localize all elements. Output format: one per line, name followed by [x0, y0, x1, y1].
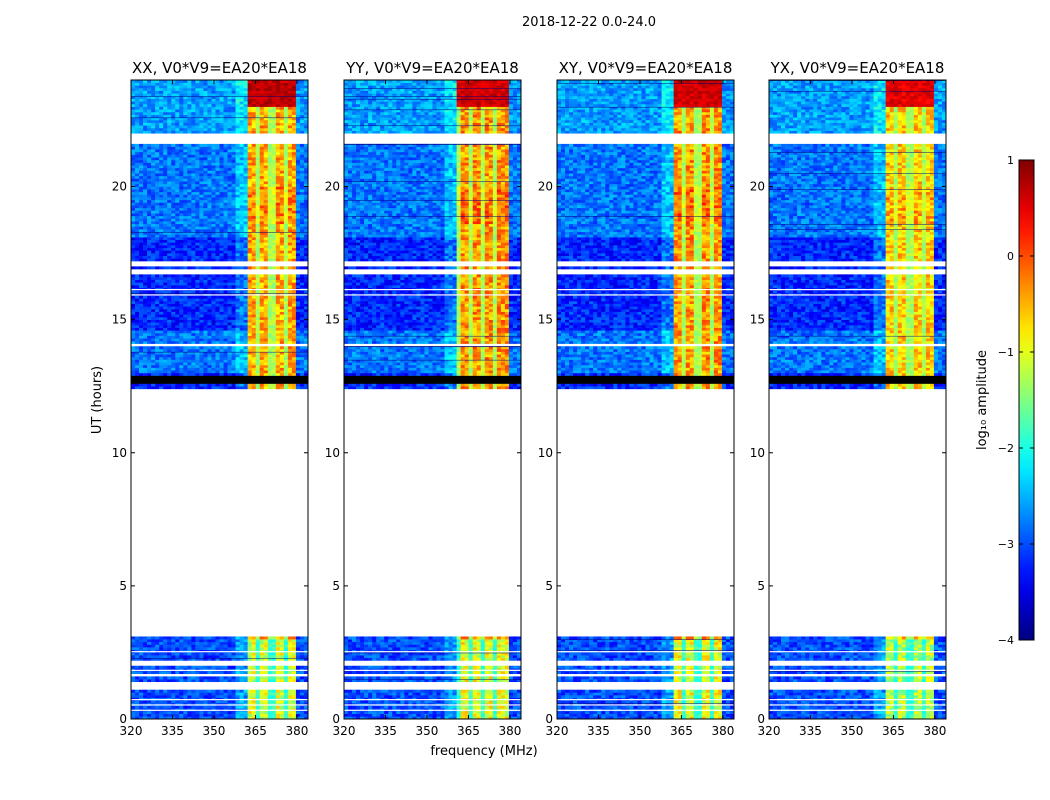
colorbar-tick-label: 1	[1007, 154, 1014, 167]
panel-1-ytick-label: 0	[119, 712, 127, 726]
panel-2: YY, V0*V9=EA20*EA18 320 335 350 365 380 0 5 10 15…	[325, 59, 522, 738]
colorbar-label: log₁₀ amplitude	[975, 350, 990, 450]
panel-3-ytick-label: 10	[538, 446, 553, 460]
panels: XX, V0*V9=EA20*EA18 320 335 350 365 380 0 5 10 15…	[112, 59, 947, 738]
panel-2-title: YY, V0*V9=EA20*EA18	[345, 59, 519, 77]
panel-4-ytick-label: 20	[750, 180, 765, 194]
panel-3-ytick-label: 20	[538, 180, 553, 194]
panel-2-heatmap	[344, 80, 521, 719]
panel-1-ytick-label: 15	[112, 313, 127, 327]
panel-2-ytick-label: 15	[325, 313, 340, 327]
panel-3-xtick-label: 350	[629, 724, 652, 738]
panel-4-title: YX, V0*V9=EA20*EA18	[770, 59, 945, 77]
panel-4: YX, V0*V9=EA20*EA18 320 335 350 365 380 0 5 10 15…	[750, 59, 947, 738]
panel-2-ytick-label: 0	[332, 712, 340, 726]
colorbar-tick-label: −1	[998, 346, 1014, 359]
panel-1-xtick-label: 320	[120, 724, 143, 738]
panel-3: XY, V0*V9=EA20*EA18 320 335 350 365 380 0 5 10 15…	[538, 59, 735, 738]
colorbar-tick-label: 0	[1007, 250, 1014, 263]
panel-3-frame	[556, 79, 735, 720]
colorbar-tick-label: −3	[998, 538, 1014, 551]
panel-2-ytick-label: 10	[325, 446, 340, 460]
panel-4-ytick-label: 0	[757, 712, 765, 726]
panel-4-xtick-label: 335	[799, 724, 822, 738]
panel-4-heatmap	[769, 80, 946, 719]
panel-2-ytick-label: 5	[332, 579, 340, 593]
panel-1-title: XX, V0*V9=EA20*EA18	[132, 59, 307, 77]
panel-2-ytick-label: 20	[325, 180, 340, 194]
panel-1-ytick-label: 5	[119, 579, 127, 593]
panel-4-xtick-label: 365	[882, 724, 905, 738]
colorbar-tick-label: −4	[998, 634, 1014, 647]
panel-4-ytick-label: 15	[750, 313, 765, 327]
colorbar-tick-label: −2	[998, 442, 1014, 455]
figure-suptitle: 2018-12-22 0.0-24.0	[522, 15, 656, 30]
panel-2-xtick-label: 335	[374, 724, 397, 738]
panel-3-title: XY, V0*V9=EA20*EA18	[559, 59, 733, 77]
x-axis-label: frequency (MHz)	[430, 744, 537, 759]
panel-1-xtick-label: 380	[285, 724, 308, 738]
panel-1-frame	[130, 79, 309, 720]
panel-3-ytick-label: 5	[545, 579, 553, 593]
panel-2-frame	[343, 79, 522, 720]
panel-2-xtick-label: 380	[498, 724, 521, 738]
panel-2-xtick-label: 365	[457, 724, 480, 738]
panel-4-ytick-label: 5	[757, 579, 765, 593]
panel-4-xtick-label: 350	[841, 724, 864, 738]
panel-1-xtick-label: 335	[161, 724, 184, 738]
y-axis-label: UT (hours)	[90, 366, 105, 434]
panel-4-ytick-label: 10	[750, 446, 765, 460]
panel-1-ytick-label: 20	[112, 180, 127, 194]
panel-3-ytick-label: 0	[545, 712, 553, 726]
colorbar-gradient	[1018, 159, 1035, 641]
panel-4-frame	[768, 79, 947, 720]
panel-2-xtick-label: 320	[333, 724, 356, 738]
colorbar: −4 −3 −2 −1 0 1	[998, 154, 1035, 647]
panel-1-heatmap	[131, 80, 308, 719]
panel-1-xtick-label: 365	[244, 724, 267, 738]
panel-4-xtick-label: 320	[758, 724, 781, 738]
panel-2-xtick-label: 350	[416, 724, 439, 738]
panel-3-ytick-label: 15	[538, 313, 553, 327]
panel-3-xtick-label: 380	[711, 724, 734, 738]
panel-3-xtick-label: 320	[546, 724, 569, 738]
panel-3-heatmap	[557, 80, 734, 719]
panel-4-xtick-label: 380	[923, 724, 946, 738]
panel-1: XX, V0*V9=EA20*EA18 320 335 350 365 380 0 5 10 15…	[112, 59, 309, 738]
panel-3-xtick-label: 365	[670, 724, 693, 738]
panel-1-ytick-label: 10	[112, 446, 127, 460]
panel-1-xtick-label: 350	[203, 724, 226, 738]
panel-3-xtick-label: 335	[587, 724, 610, 738]
